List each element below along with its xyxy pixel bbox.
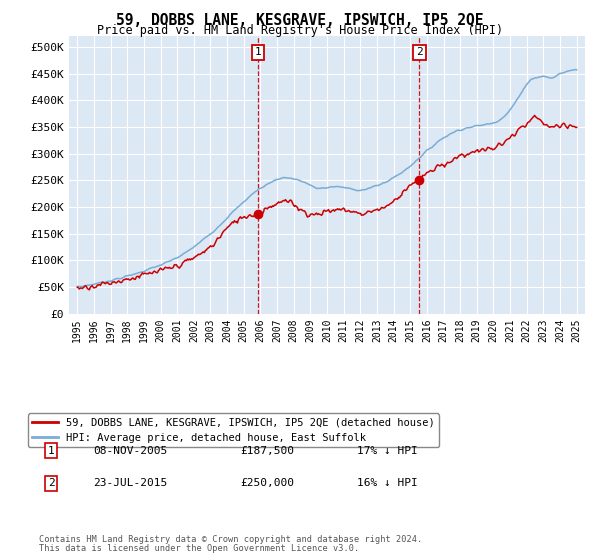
Text: 1: 1 xyxy=(47,446,55,456)
Text: Price paid vs. HM Land Registry's House Price Index (HPI): Price paid vs. HM Land Registry's House … xyxy=(97,24,503,37)
Text: 16% ↓ HPI: 16% ↓ HPI xyxy=(357,478,418,488)
Text: Contains HM Land Registry data © Crown copyright and database right 2024.: Contains HM Land Registry data © Crown c… xyxy=(39,535,422,544)
Text: 23-JUL-2015: 23-JUL-2015 xyxy=(93,478,167,488)
Text: 17% ↓ HPI: 17% ↓ HPI xyxy=(357,446,418,456)
Legend: 59, DOBBS LANE, KESGRAVE, IPSWICH, IP5 2QE (detached house), HPI: Average price,: 59, DOBBS LANE, KESGRAVE, IPSWICH, IP5 2… xyxy=(28,413,439,447)
Text: 59, DOBBS LANE, KESGRAVE, IPSWICH, IP5 2QE: 59, DOBBS LANE, KESGRAVE, IPSWICH, IP5 2… xyxy=(116,13,484,28)
Text: 2: 2 xyxy=(416,48,423,57)
Text: 1: 1 xyxy=(254,48,261,57)
Text: £187,500: £187,500 xyxy=(240,446,294,456)
Text: 2: 2 xyxy=(47,478,55,488)
Text: This data is licensed under the Open Government Licence v3.0.: This data is licensed under the Open Gov… xyxy=(39,544,359,553)
Text: £250,000: £250,000 xyxy=(240,478,294,488)
Text: 08-NOV-2005: 08-NOV-2005 xyxy=(93,446,167,456)
